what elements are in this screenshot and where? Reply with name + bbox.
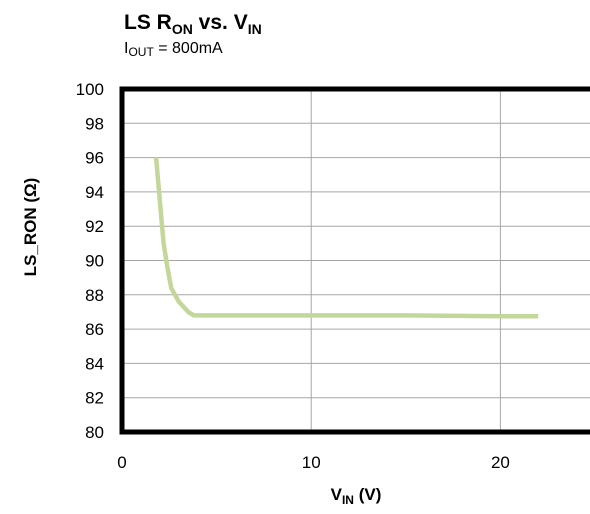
y-tick-labels: 80 82 84 86 88 90 92 94 96 98 100 [76, 80, 104, 442]
y-tick-label: 98 [85, 114, 104, 133]
plot-frame [119, 86, 590, 435]
y-tick-label: 100 [76, 80, 104, 99]
x-tick-label: 0 [117, 453, 126, 472]
y-tick-label: 80 [85, 423, 104, 442]
x-tick-labels: 0 10 20 [117, 453, 510, 472]
y-tick-label: 92 [85, 217, 104, 236]
series-layer [153, 157, 539, 319]
y-tick-label: 84 [85, 354, 104, 373]
x-tick-label: 10 [302, 453, 321, 472]
chart-subtitle: IOUT = 800mA [124, 40, 223, 59]
y-tick-label: 88 [85, 286, 104, 305]
y-tick-label: 86 [85, 320, 104, 339]
grid-lines [122, 89, 590, 432]
series-line [153, 157, 539, 319]
y-tick-label: 90 [85, 252, 104, 271]
y-tick-label: 96 [85, 149, 104, 168]
x-axis-title: VIN (V) [331, 485, 382, 507]
y-axis-title: LS_RON (Ω) [21, 178, 40, 277]
y-tick-label: 94 [85, 183, 104, 202]
y-tick-label: 82 [85, 389, 104, 408]
x-tick-label: 20 [491, 453, 510, 472]
chart-title: LS RON vs. VIN [124, 11, 262, 37]
